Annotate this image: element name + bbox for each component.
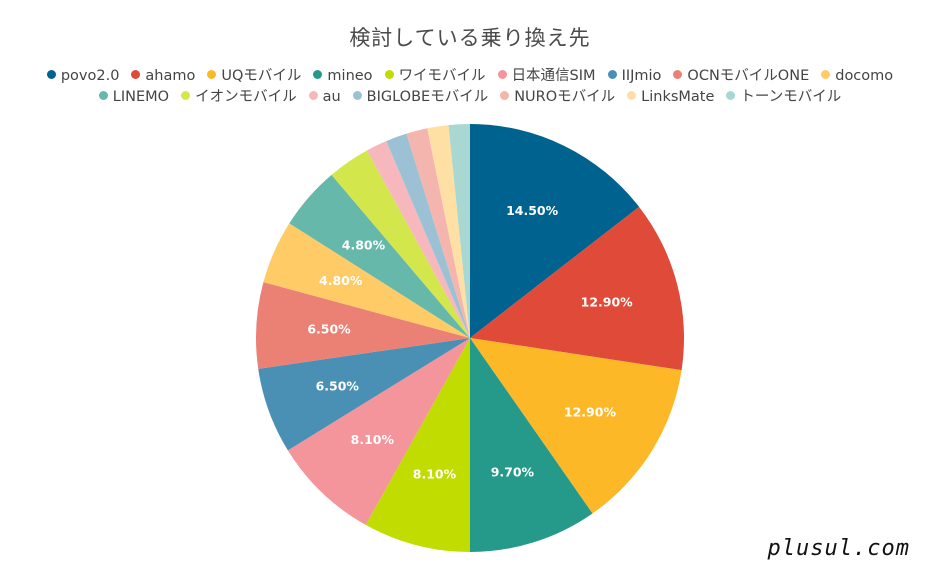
legend-item[interactable]: IIJmio: [607, 66, 662, 87]
legend-item[interactable]: docomo: [821, 66, 893, 87]
legend-label: BIGLOBEモバイル: [366, 89, 489, 105]
pie-slice[interactable]: [263, 223, 470, 338]
slice-data-label: 12.90%: [564, 405, 617, 420]
legend-dot-icon: [46, 70, 56, 79]
slice-data-label: 14.50%: [506, 203, 559, 218]
legend-label: mineo: [327, 68, 373, 84]
legend-dot-icon: [821, 70, 831, 79]
pie-slice[interactable]: [287, 338, 470, 525]
legend-item[interactable]: povo2.0: [46, 66, 120, 87]
legend-item[interactable]: mineo: [313, 66, 373, 87]
legend-dot-icon: [673, 70, 683, 79]
watermark: plusul.com: [767, 536, 910, 561]
slice-data-label: 6.50%: [307, 322, 351, 337]
legend-item[interactable]: OCNモバイルONE: [673, 66, 809, 87]
legend-item[interactable]: UQモバイル: [207, 66, 301, 87]
legend-dot-icon: [500, 91, 510, 100]
legend-label: LinksMate: [641, 89, 715, 105]
legend-item[interactable]: ワイモバイル: [384, 66, 486, 87]
legend-dot-icon: [181, 91, 191, 100]
pie-slice[interactable]: [470, 124, 640, 338]
pie-slice[interactable]: [258, 338, 470, 451]
legend-label: IIJmio: [621, 68, 662, 84]
slice-data-label: 4.80%: [319, 273, 363, 288]
pie-slice[interactable]: [386, 133, 470, 338]
legend-item[interactable]: トーンモバイル: [726, 87, 841, 108]
slice-data-label: 8.10%: [413, 467, 457, 482]
legend-item[interactable]: NUROモバイル: [500, 87, 615, 108]
legend-dot-icon: [352, 91, 362, 100]
legend-dot-icon: [308, 91, 318, 100]
slice-data-label: 4.80%: [342, 237, 386, 252]
legend-dot-icon: [207, 70, 217, 79]
pie-slice[interactable]: [289, 174, 470, 338]
legend-row: povo2.0 ahamo UQモバイル mineo ワイモバイル 日本通信SIM IIJm…: [20, 66, 920, 87]
legend-item[interactable]: ahamo: [131, 66, 195, 87]
legend-item[interactable]: au: [308, 87, 341, 108]
legend-label: OCNモバイルONE: [687, 68, 810, 84]
legend-item[interactable]: 日本通信SIM: [497, 66, 596, 87]
pie-slice[interactable]: [448, 124, 470, 338]
pie-slice[interactable]: [470, 338, 682, 514]
legend-dot-icon: [726, 91, 736, 100]
slice-data-label: 8.10%: [351, 432, 395, 447]
legend-label: UQモバイル: [221, 68, 302, 84]
legend-label: docomo: [835, 68, 894, 84]
slice-data-label: 6.50%: [316, 378, 360, 393]
legend-label: au: [322, 89, 341, 105]
legend-item[interactable]: LinksMate: [627, 87, 714, 108]
legend-label: 日本通信SIM: [511, 68, 596, 84]
pie-slice[interactable]: [470, 206, 684, 371]
legend-dot-icon: [131, 70, 141, 79]
slice-data-label: 9.70%: [491, 465, 535, 480]
chart-legend: povo2.0 ahamo UQモバイル mineo ワイモバイル 日本通信SIM IIJm…: [20, 66, 920, 108]
legend-dot-icon: [98, 91, 108, 100]
legend-dot-icon: [384, 70, 394, 79]
legend-dot-icon: [607, 70, 617, 79]
legend-label: ahamo: [145, 68, 196, 84]
slice-data-label: 12.90%: [581, 294, 634, 309]
legend-label: トーンモバイル: [740, 89, 842, 105]
legend-dot-icon: [497, 70, 507, 79]
legend-dot-icon: [313, 70, 323, 79]
pie-slice[interactable]: [366, 141, 470, 338]
pie-slice[interactable]: [256, 282, 470, 369]
pie-slice[interactable]: [427, 125, 470, 339]
legend-dot-icon: [627, 91, 637, 100]
legend-label: NUROモバイル: [514, 89, 616, 105]
pie-slice[interactable]: [331, 150, 470, 338]
legend-item[interactable]: LINEMO: [98, 87, 170, 108]
pie-slice[interactable]: [406, 128, 470, 338]
legend-label: ワイモバイル: [398, 68, 486, 84]
legend-item[interactable]: BIGLOBEモバイル: [352, 87, 489, 108]
legend-label: povo2.0: [60, 68, 120, 84]
pie-slice[interactable]: [470, 338, 593, 552]
legend-label: LINEMO: [112, 89, 170, 105]
legend-item[interactable]: イオンモバイル: [181, 87, 297, 108]
pie-slice[interactable]: [365, 338, 470, 552]
legend-label: イオンモバイル: [195, 89, 297, 105]
legend-row: LINEMO イオンモバイル au BIGLOBEモバイル NUROモバイル LinksM…: [20, 87, 920, 108]
chart-title: 検討している乗り換え先: [349, 26, 591, 50]
